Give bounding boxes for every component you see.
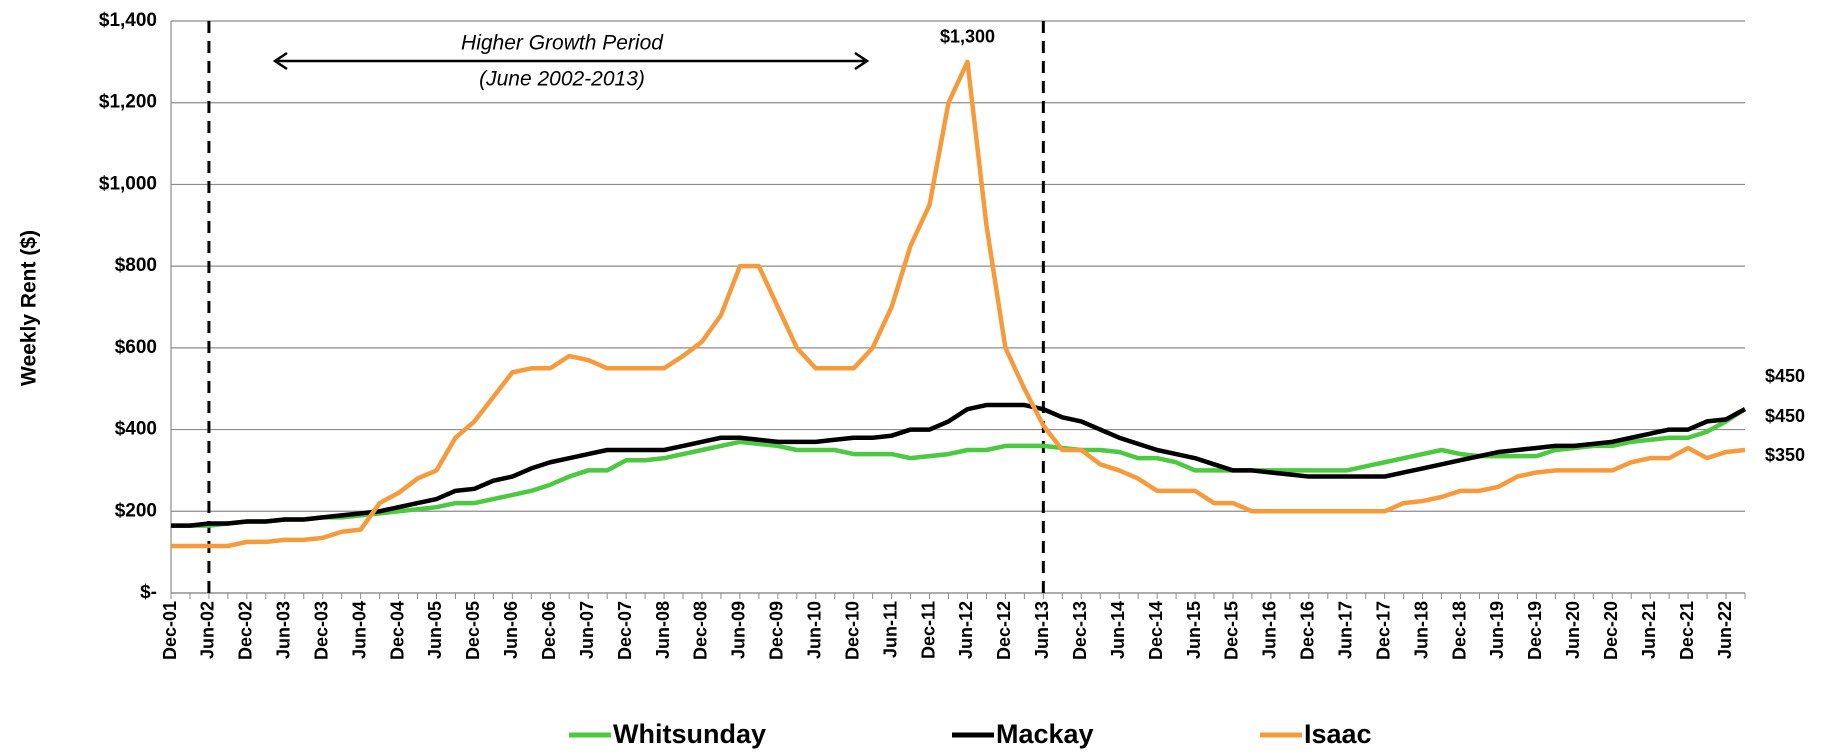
x-tick-label: Dec-17 [1373, 601, 1393, 660]
x-tick-label: Dec-18 [1449, 601, 1469, 660]
x-tick-label: Jun-06 [501, 601, 521, 659]
end-label: $350 [1765, 445, 1805, 465]
y-tick-label: $- [140, 582, 157, 603]
series-line [171, 59, 1746, 549]
end-label: $450 [1765, 406, 1805, 426]
legend-label: Isaac [1304, 719, 1372, 749]
x-tick-label: Dec-21 [1677, 601, 1697, 660]
x-tick-label: Dec-08 [691, 601, 711, 660]
x-tick-label: Jun-22 [1715, 601, 1735, 659]
y-axis-title: Weekly Rent ($) [18, 230, 41, 386]
x-tick-label: Dec-01 [160, 601, 180, 660]
x-tick-label: Dec-07 [615, 601, 635, 660]
x-tick-label: Dec-10 [842, 601, 862, 660]
x-tick-label: Jun-02 [198, 601, 218, 659]
x-tick-label: Dec-15 [1222, 601, 1242, 660]
x-tick-label: Jun-05 [425, 601, 445, 659]
period-sublabel: (June 2002-2013) [479, 68, 645, 91]
x-tick-label: Dec-03 [311, 601, 331, 660]
x-tick-label: Jun-16 [1260, 601, 1280, 659]
x-tick-label: Dec-05 [463, 601, 483, 660]
x-tick-label: Jun-13 [1032, 601, 1052, 659]
x-tick-label: Jun-18 [1411, 601, 1431, 659]
x-tick-label: Jun-09 [729, 601, 749, 659]
period-label: Higher Growth Period [461, 32, 664, 55]
y-tick-label: $200 [115, 500, 157, 521]
x-tick-label: Dec-14 [1146, 601, 1166, 660]
series-line [171, 407, 1747, 528]
x-tick-label: Jun-21 [1639, 601, 1659, 659]
x-tick-label: Dec-02 [236, 601, 256, 660]
series-line [171, 402, 1747, 528]
x-tick-label: Jun-07 [577, 601, 597, 659]
y-tick-label: $1,400 [99, 10, 157, 31]
x-tick-label: Dec-19 [1525, 601, 1545, 660]
x-tick-label: Jun-03 [274, 601, 294, 659]
x-tick-label: Jun-14 [1108, 601, 1128, 659]
y-tick-label: $600 [115, 337, 157, 358]
x-tick-label: Dec-12 [994, 601, 1014, 660]
x-tick-label: Jun-17 [1336, 601, 1356, 659]
x-tick-label: Jun-04 [349, 601, 369, 659]
x-tick-label: Dec-16 [1298, 601, 1318, 660]
x-tick-label: Jun-10 [805, 601, 825, 659]
x-tick-label: Jun-19 [1487, 601, 1507, 659]
x-tick-label: Dec-06 [539, 601, 559, 660]
period-arrow [272, 51, 870, 71]
x-tick-label: Dec-20 [1601, 601, 1621, 660]
y-tick-label: $400 [115, 419, 157, 440]
x-tick-label: Jun-11 [880, 601, 900, 658]
x-tick-label: Dec-09 [767, 601, 787, 660]
x-tick-label: Jun-08 [653, 601, 673, 659]
y-tick-label: $1,000 [99, 173, 157, 194]
x-tick-label: Jun-12 [956, 601, 976, 659]
x-tick-label: Jun-20 [1563, 601, 1583, 659]
end-label: $450 [1765, 366, 1805, 386]
legend-label: Whitsunday [613, 719, 766, 749]
x-tick-label: Dec-04 [387, 601, 407, 660]
x-tick-label: Dec-13 [1070, 601, 1090, 660]
x-tick-label: Jun-15 [1184, 601, 1204, 659]
y-tick-label: $800 [115, 255, 157, 276]
x-tick-label: Dec-11 [918, 601, 938, 659]
y-tick-label: $1,200 [99, 92, 157, 113]
peak-label: $1,300 [940, 27, 995, 47]
legend-label: Mackay [996, 719, 1094, 749]
